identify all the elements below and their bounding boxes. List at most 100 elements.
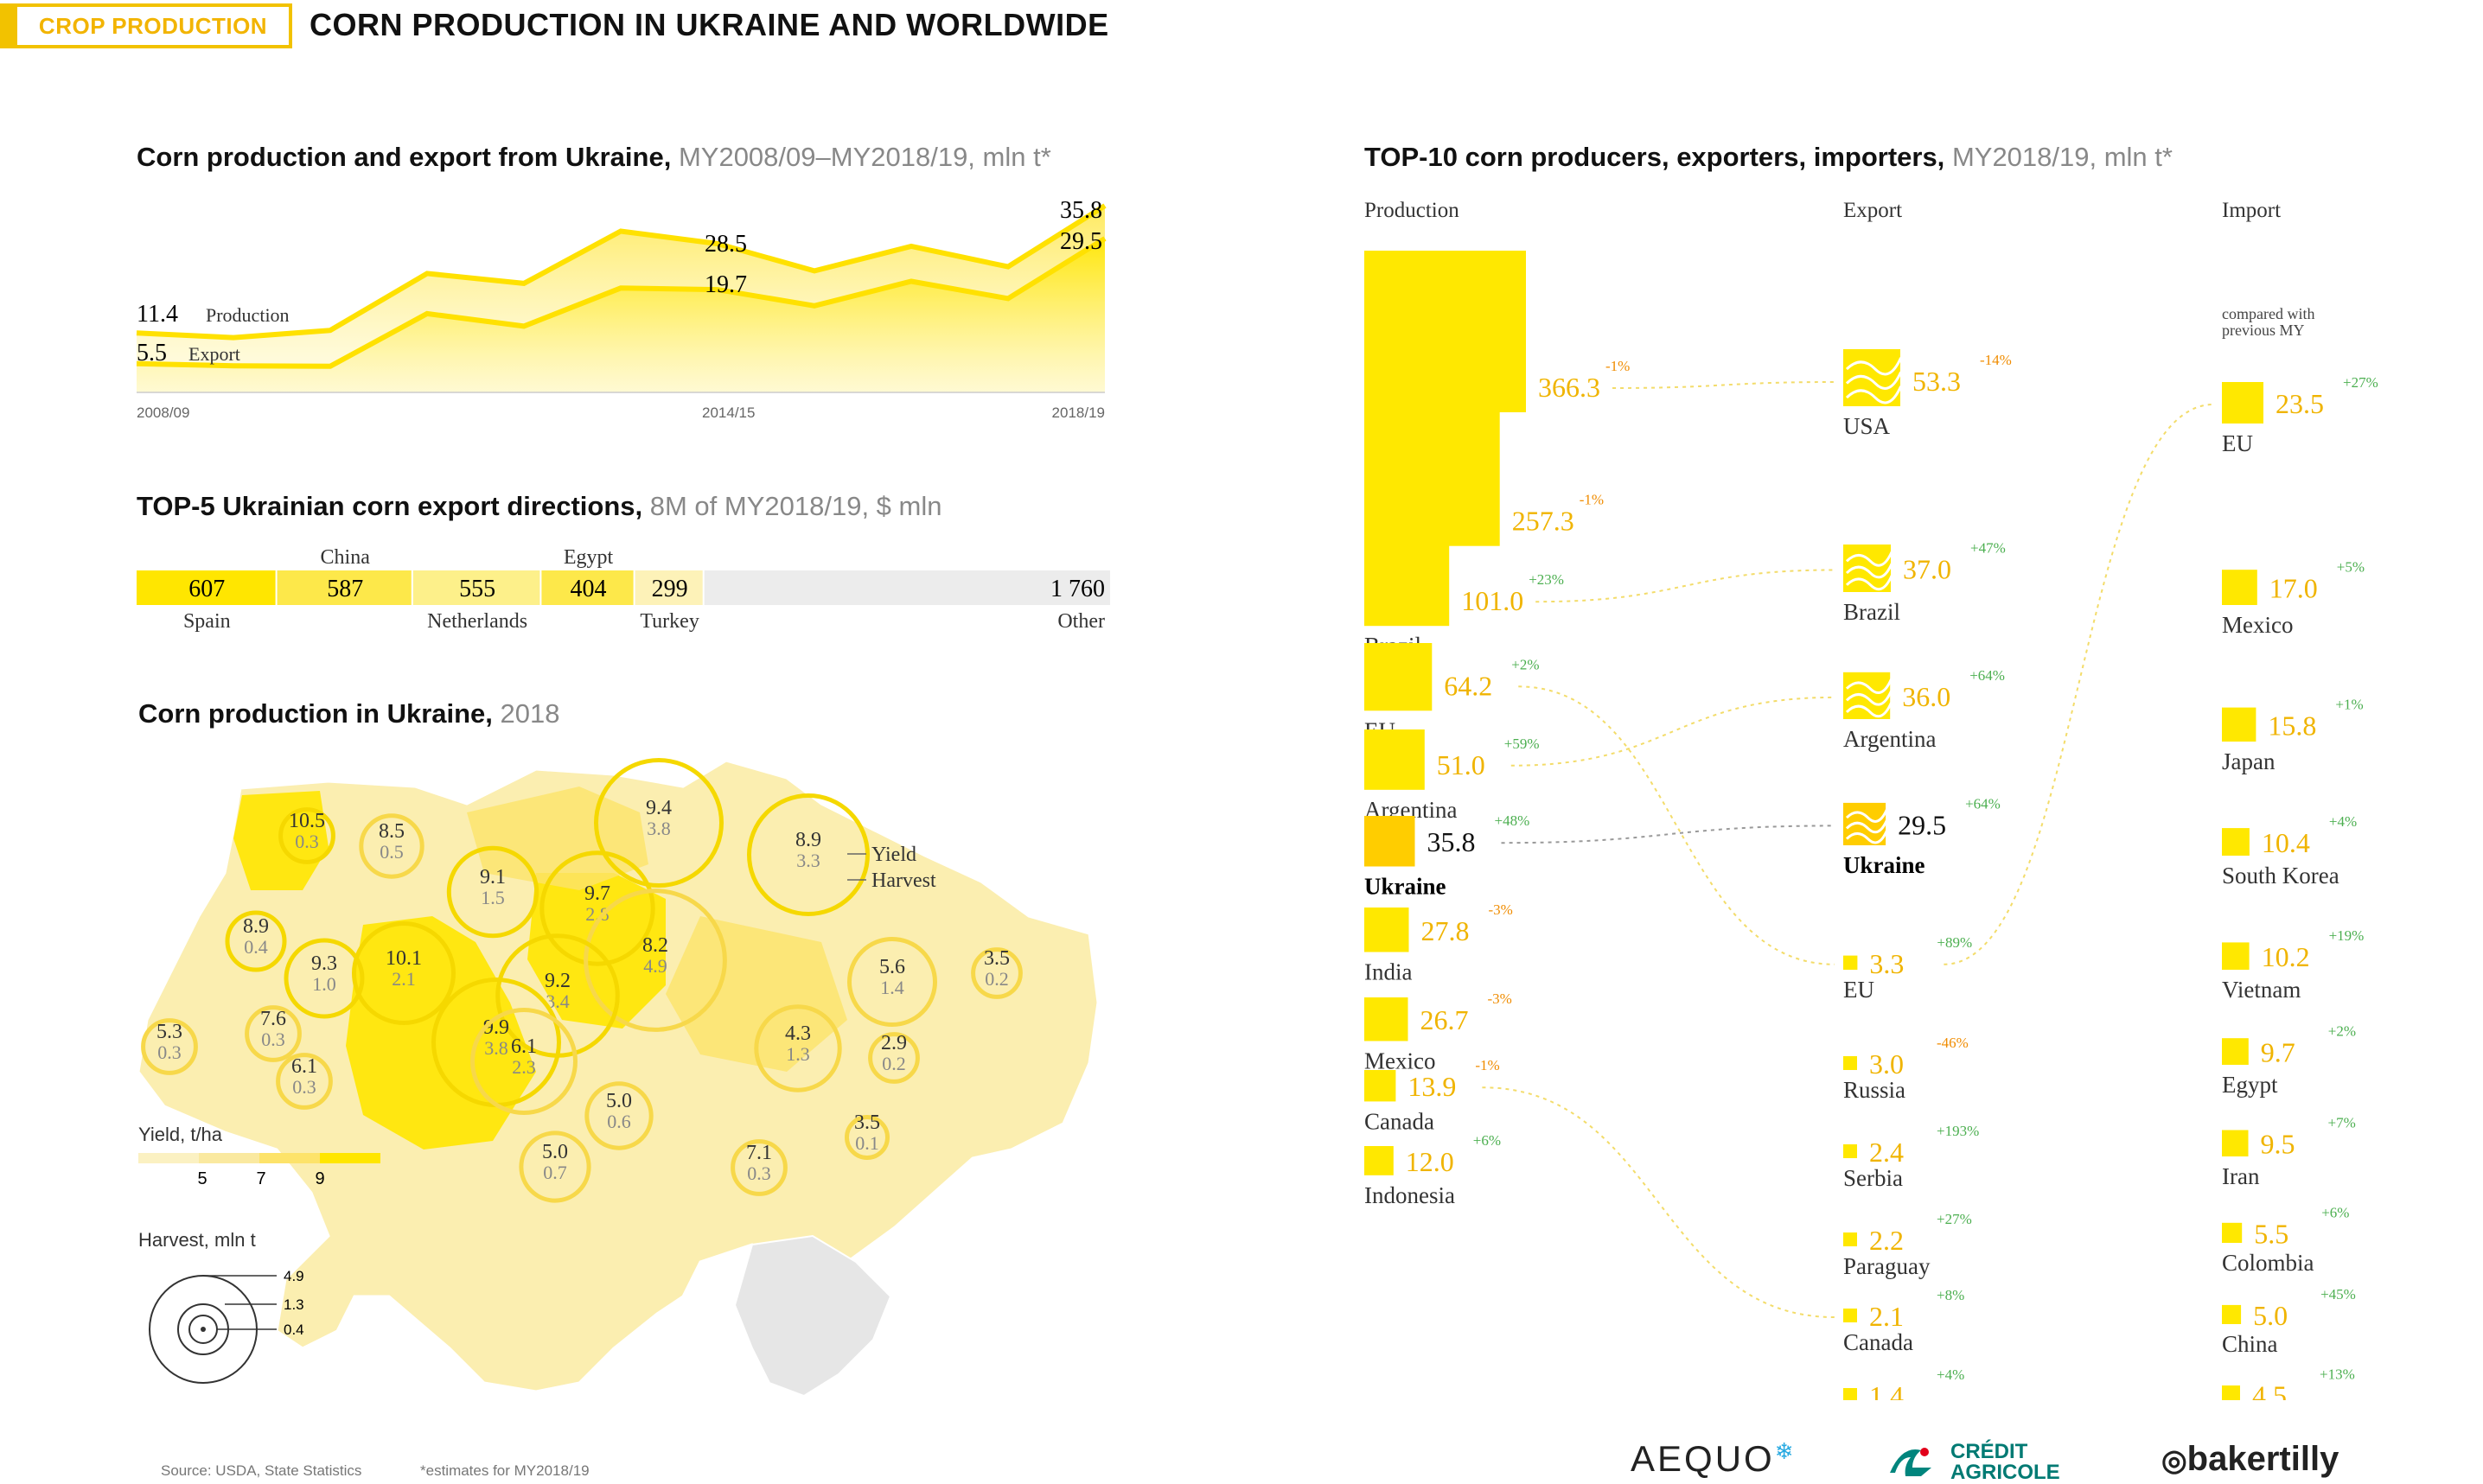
yield-legend-swatch: [320, 1153, 380, 1163]
region-harvest-label: 3.8: [484, 1037, 508, 1059]
export-directions-title-text: TOP-5 Ukrainian corn export directions,: [137, 491, 643, 521]
country-value: 257.3: [1512, 506, 1574, 537]
country-name: Canada: [1843, 1329, 1913, 1355]
region-harvest-label: 1.0: [312, 973, 336, 995]
region-yield-label: 10.5: [289, 810, 325, 832]
country-square: [1364, 729, 1425, 790]
export-mid-value: 19.7: [705, 271, 747, 298]
country-square: [1843, 1388, 1857, 1400]
region-harvest-label: 0.6: [607, 1111, 631, 1132]
export-direction-bar: [635, 570, 703, 605]
region-yield-label: 5.0: [542, 1141, 568, 1163]
country-change: +47%: [1970, 540, 2006, 557]
square-texture: [1845, 563, 1893, 579]
region-yield-label: 9.1: [480, 866, 506, 888]
x-tick-label: 2008/09: [137, 404, 189, 421]
country-value: 53.3: [1912, 366, 1961, 397]
country-square: [1364, 1070, 1396, 1102]
credit-agricole-icon: [1886, 1442, 1942, 1480]
export-area: [137, 239, 1105, 392]
country-square: [2222, 1038, 2249, 1065]
harvest-legend-center: [201, 1327, 206, 1332]
country-change: +4%: [1937, 1366, 1964, 1383]
country-change: +59%: [1504, 736, 1540, 752]
country-square: [1843, 1232, 1857, 1246]
aequo-logo: AEQUO❄: [1631, 1438, 1797, 1480]
country-name: Vietnam: [2222, 977, 2301, 1003]
country-square: [2222, 382, 2263, 424]
region-yield-label: 7.1: [746, 1142, 772, 1164]
country-value: 5.5: [2254, 1218, 2288, 1249]
yield-legend-tick: 9: [315, 1169, 324, 1188]
country-value: 5.0: [2253, 1300, 2288, 1331]
export-direction-label: Egypt: [564, 546, 614, 569]
export-direction-value: 555: [459, 576, 495, 602]
country-name: Ukraine: [1843, 852, 1925, 878]
bakertilly-logo-text: bakertilly: [2186, 1440, 2339, 1478]
harvest-callout: Harvest: [871, 869, 936, 892]
harvest-circle: [278, 807, 335, 864]
country-square: [1843, 1309, 1857, 1322]
line-chart-subtitle: MY2008/09–MY2018/19, mln t*: [678, 142, 1051, 172]
export-direction-bar: [412, 570, 540, 605]
country-square: [2222, 1130, 2249, 1156]
region-yield-label: 8.9: [795, 829, 821, 851]
harvest-circle: [276, 1053, 333, 1110]
harvest-circle: [141, 1018, 198, 1075]
country-change: +64%: [1965, 795, 2001, 812]
region-yield-label: 8.5: [379, 820, 405, 843]
map-highlight-region: [346, 916, 536, 1150]
country-value: 51.0: [1437, 749, 1485, 780]
yield-legend-swatch: [199, 1153, 259, 1163]
region-harvest-label: 0.7: [543, 1162, 567, 1183]
country-name: Ukraine: [1364, 874, 1446, 900]
country-change: +89%: [1937, 934, 1972, 951]
yield-legend-swatch: [138, 1153, 199, 1163]
top10-title: TOP-10 corn producers, exporters, import…: [1364, 142, 2173, 173]
country-change: -1%: [1475, 1057, 1499, 1073]
export-series-label: Export: [188, 343, 240, 365]
country-name: Japan: [2222, 748, 2276, 774]
connector-line: [1944, 404, 2214, 965]
region-harvest-label: 4.9: [643, 955, 667, 977]
harvest-circle: [359, 813, 424, 879]
export-direction-bar: [704, 570, 1110, 605]
harvest-legend-label: Harvest, mln t: [138, 1229, 256, 1251]
harvest-circle: [470, 1008, 578, 1115]
page-title: CORN PRODUCTION IN UKRAINE AND WORLDWIDE: [310, 7, 1109, 42]
country-name: Brazil: [1843, 599, 1900, 625]
country-square: [2222, 828, 2250, 856]
country-change: +13%: [2320, 1366, 2355, 1383]
country-value: 10.4: [2262, 827, 2310, 858]
country-change: +8%: [1937, 1287, 1964, 1303]
country-value: 9.7: [2261, 1037, 2295, 1068]
region-yield-label: 6.1: [511, 1035, 537, 1058]
export-direction-bar: [277, 570, 412, 605]
country-name: Iran: [2222, 1163, 2260, 1189]
region-harvest-label: 0.2: [882, 1053, 906, 1074]
region-harvest-label: 0.3: [261, 1029, 285, 1050]
bakertilly-swirl-icon: ◎: [2161, 1444, 2187, 1477]
country-name: Serbia: [1843, 1165, 1903, 1191]
country-name: Argentina: [1843, 726, 1936, 752]
export-direction-value: 587: [327, 576, 363, 602]
harvest-circle: [594, 758, 724, 888]
square-texture: [1845, 385, 1903, 404]
square-texture: [1845, 830, 1889, 844]
export-end-value: 29.5: [1060, 228, 1102, 255]
export-directions-subtitle: 8M of MY2018/19, $ mln: [649, 491, 942, 521]
country-value: 101.0: [1461, 585, 1523, 616]
column-header-import: Import: [2222, 199, 2282, 222]
export-direction-bar: [541, 570, 634, 605]
export-direction-value: 607: [188, 576, 225, 602]
country-change: +45%: [2320, 1286, 2356, 1302]
map-subtitle: 2018: [500, 698, 560, 729]
production-mid-value: 28.5: [705, 231, 747, 258]
column-header-export: Export: [1843, 199, 1903, 222]
yield-callout: Yield: [871, 844, 916, 866]
country-square: [1364, 816, 1415, 867]
square-texture: [1845, 575, 1893, 591]
region-yield-label: 7.6: [260, 1008, 286, 1030]
region-harvest-label: 2.1: [392, 968, 416, 990]
harvest-circle: [352, 921, 456, 1025]
